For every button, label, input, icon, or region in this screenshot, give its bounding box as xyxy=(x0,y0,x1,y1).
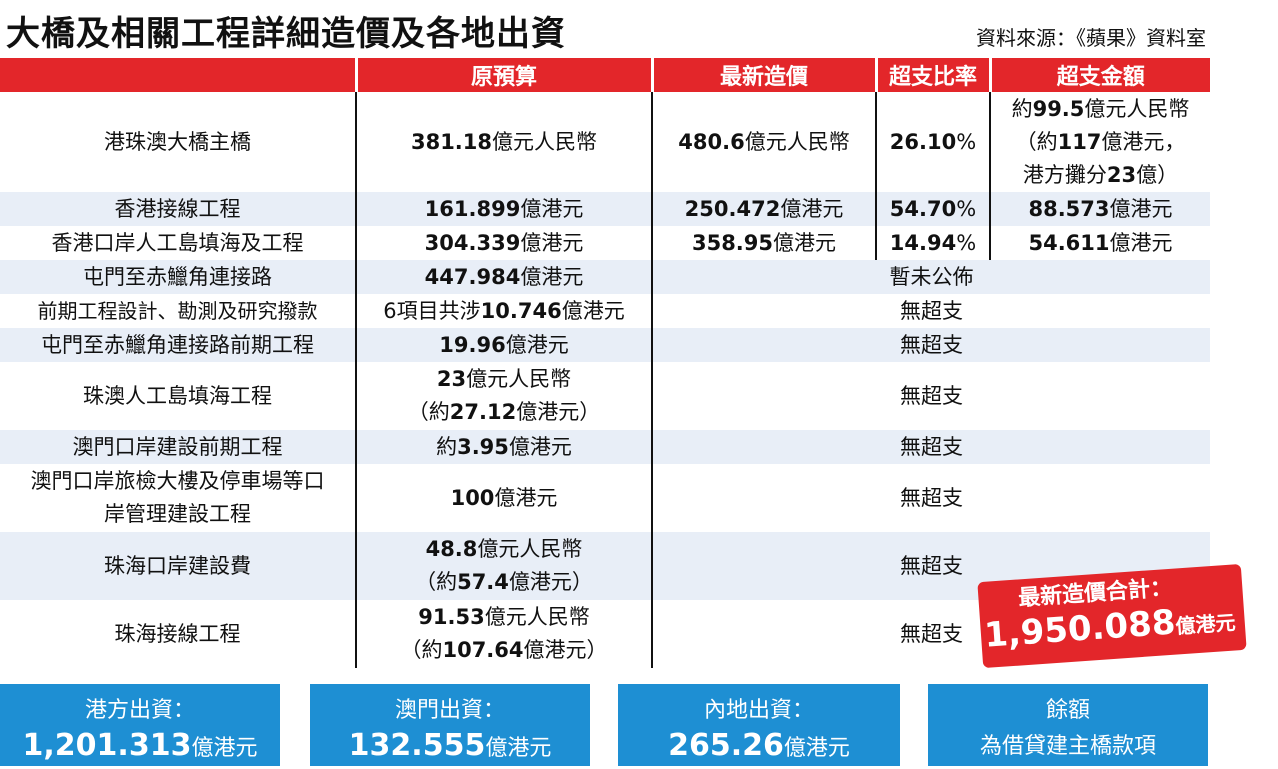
footer-remainder: 餘額 為借貸建主橋款項 xyxy=(928,684,1208,766)
row-ratio: 26.10% xyxy=(876,92,991,192)
row-latest: 480.6億元人民幣 xyxy=(652,92,877,192)
row-budget: 6項目共涉10.746億港元 xyxy=(356,294,653,328)
row-budget: 23億元人民幣 （約27.12億港元） xyxy=(356,362,653,430)
row-budget: 48.8億元人民幣 （約57.4億港元） xyxy=(356,532,653,600)
row-amount: 54.611億港元 xyxy=(1028,230,1173,255)
row-ratio: 54.70% xyxy=(876,192,991,226)
row-name: 澳門口岸旅檢大樓及停車場等口 岸管理建設工程 xyxy=(0,464,357,532)
table-row: 珠海口岸建設費 48.8億元人民幣 （約57.4億港元） 無超支 xyxy=(0,532,1210,600)
table-row: 澳門口岸建設前期工程 約3.95億港元 無超支 xyxy=(0,430,1210,464)
row-amount: 88.573億港元 xyxy=(990,192,1210,226)
row-name: 香港口岸人工島填海及工程 xyxy=(0,226,357,260)
row-name: 香港接線工程 xyxy=(0,192,357,226)
header-budget: 原預算 xyxy=(354,58,652,92)
table-row: 屯門至赤鱲角連接路 447.984億港元 暫未公佈 xyxy=(0,260,1210,294)
header-latest: 最新造價 xyxy=(650,58,876,92)
row-budget: 約3.95億港元 xyxy=(356,430,653,464)
table-row: 屯門至赤鱲角連接路前期工程 19.96億港元 無超支 xyxy=(0,328,1210,362)
row-budget: 100億港元 xyxy=(356,464,653,532)
footer-macau-funding: 澳門出資： 132.555億港元 xyxy=(310,684,590,766)
row-name: 前期工程設計、勘測及研究撥款 xyxy=(0,294,357,328)
row-name: 澳門口岸建設前期工程 xyxy=(0,430,357,464)
header-ratio: 超支比率 xyxy=(874,58,990,92)
row-budget: 304.339億港元 xyxy=(356,226,653,260)
row-amount: 約99.5億元人民幣 （約117億港元， 港方攤分23億） xyxy=(1011,96,1190,187)
table-row: 澳門口岸旅檢大樓及停車場等口 岸管理建設工程 100億港元 無超支 xyxy=(0,464,1210,532)
row-budget: 161.899億港元 xyxy=(356,192,653,226)
badge-unit: 億港元 xyxy=(1174,610,1237,639)
row-budget: 447.984億港元 xyxy=(356,260,653,294)
page-title: 大橋及相關工程詳細造價及各地出資 xyxy=(6,14,566,54)
row-name: 港珠澳大橋主橋 xyxy=(0,92,357,192)
row-name: 珠澳人工島填海工程 xyxy=(0,362,357,430)
row-name: 珠海口岸建設費 xyxy=(0,532,357,600)
row-name: 屯門至赤鱲角連接路 xyxy=(0,260,357,294)
row-status: 無超支 xyxy=(900,383,963,408)
row-status: 無超支 xyxy=(900,298,963,323)
row-status: 暫未公佈 xyxy=(652,260,1210,294)
header-blank xyxy=(0,58,356,92)
row-status: 無超支 xyxy=(900,621,963,646)
table-row: 珠海接線工程 91.53億元人民幣 （約107.64億港元） 無超支 xyxy=(0,600,1210,668)
total-cost-badge: 最新造價合計： 1,950.088億港元 xyxy=(977,563,1248,669)
row-status: 無超支 xyxy=(652,532,1210,600)
row-latest: 250.472億港元 xyxy=(652,192,877,226)
row-status: 無超支 xyxy=(652,328,1210,362)
row-ratio: 14.94% xyxy=(876,226,991,260)
source-note: 資料來源：《蘋果》資料室 xyxy=(976,26,1206,50)
footer-mainland-funding: 內地出資： 265.26億港元 xyxy=(618,684,900,766)
table-row: 珠澳人工島填海工程 23億元人民幣 （約27.12億港元） 無超支 xyxy=(0,362,1210,430)
table-row: 港珠澳大橋主橋 381.18億元人民幣 480.6億元人民幣 26.10% 約9… xyxy=(0,92,1210,192)
table-header-row: 原預算 最新造價 超支比率 超支金額 xyxy=(0,58,1210,92)
row-name: 屯門至赤鱲角連接路前期工程 xyxy=(0,328,357,362)
footer-hk-funding: 港方出資： 1,201.313億港元 xyxy=(0,684,280,766)
table-row: 香港口岸人工島填海及工程 304.339億港元 358.95億港元 14.94%… xyxy=(0,226,1210,260)
table-row: 前期工程設計、勘測及研究撥款 6項目共涉10.746億港元 無超支 xyxy=(0,294,1210,328)
row-status: 無超支 xyxy=(900,485,963,510)
row-status: 無超支 xyxy=(652,430,1210,464)
row-latest: 358.95億港元 xyxy=(652,226,877,260)
row-budget: 91.53億元人民幣 （約107.64億港元） xyxy=(356,600,653,668)
table-row: 香港接線工程 161.899億港元 250.472億港元 54.70% 88.5… xyxy=(0,192,1210,226)
cost-table: 原預算 最新造價 超支比率 超支金額 港珠澳大橋主橋 381.18億元人民幣 4… xyxy=(0,58,1210,668)
header-amount: 超支金額 xyxy=(988,58,1210,92)
row-budget: 381.18億元人民幣 xyxy=(356,92,653,192)
row-budget: 19.96億港元 xyxy=(356,328,653,362)
row-name: 珠海接線工程 xyxy=(0,600,357,668)
